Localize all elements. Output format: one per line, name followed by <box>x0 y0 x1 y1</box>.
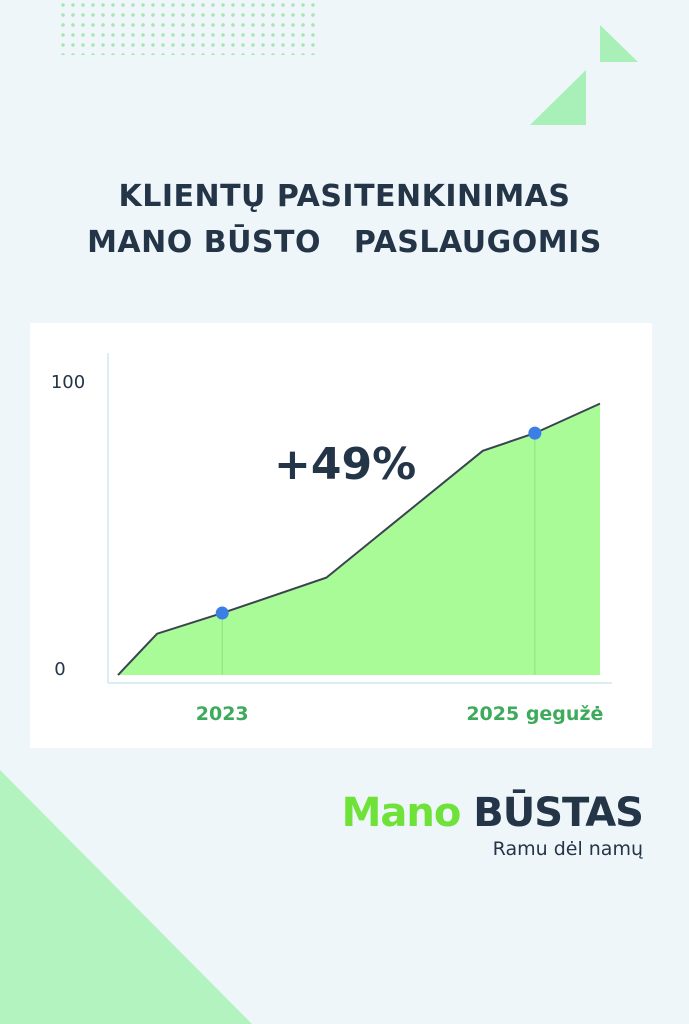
y-tick-label-0: 0 <box>54 659 65 680</box>
chart-card: 0 100 2023 2025 gegužė +49% <box>30 323 652 748</box>
x-tick-label: 2025 gegužė <box>466 703 603 725</box>
data-point-marker <box>215 606 229 620</box>
x-tick-label: 2023 <box>196 703 249 725</box>
logo-tagline: Ramu dėl namų <box>492 838 643 860</box>
decorative-corner-triangle <box>0 770 252 1024</box>
logo: Mano BŪSTAS Ramu dėl namų <box>341 790 644 860</box>
decorative-triangles <box>530 25 638 125</box>
area-fill <box>118 403 600 675</box>
annotation-label: +49% <box>274 439 416 490</box>
y-tick-label-100: 100 <box>51 372 85 393</box>
logo-mano: Mano <box>341 790 462 836</box>
logo-bustas: BŪSTAS <box>473 790 644 836</box>
title-line-1: KLIENTŲ PASITENKINIMAS <box>118 179 571 214</box>
decorative-dot-grid <box>58 0 318 55</box>
data-point-marker <box>528 426 542 440</box>
area-chart: 0 100 2023 2025 gegužė +49% <box>51 353 612 725</box>
title-line-2: MANO BŪSTO PASLAUGOMIS <box>87 225 602 260</box>
